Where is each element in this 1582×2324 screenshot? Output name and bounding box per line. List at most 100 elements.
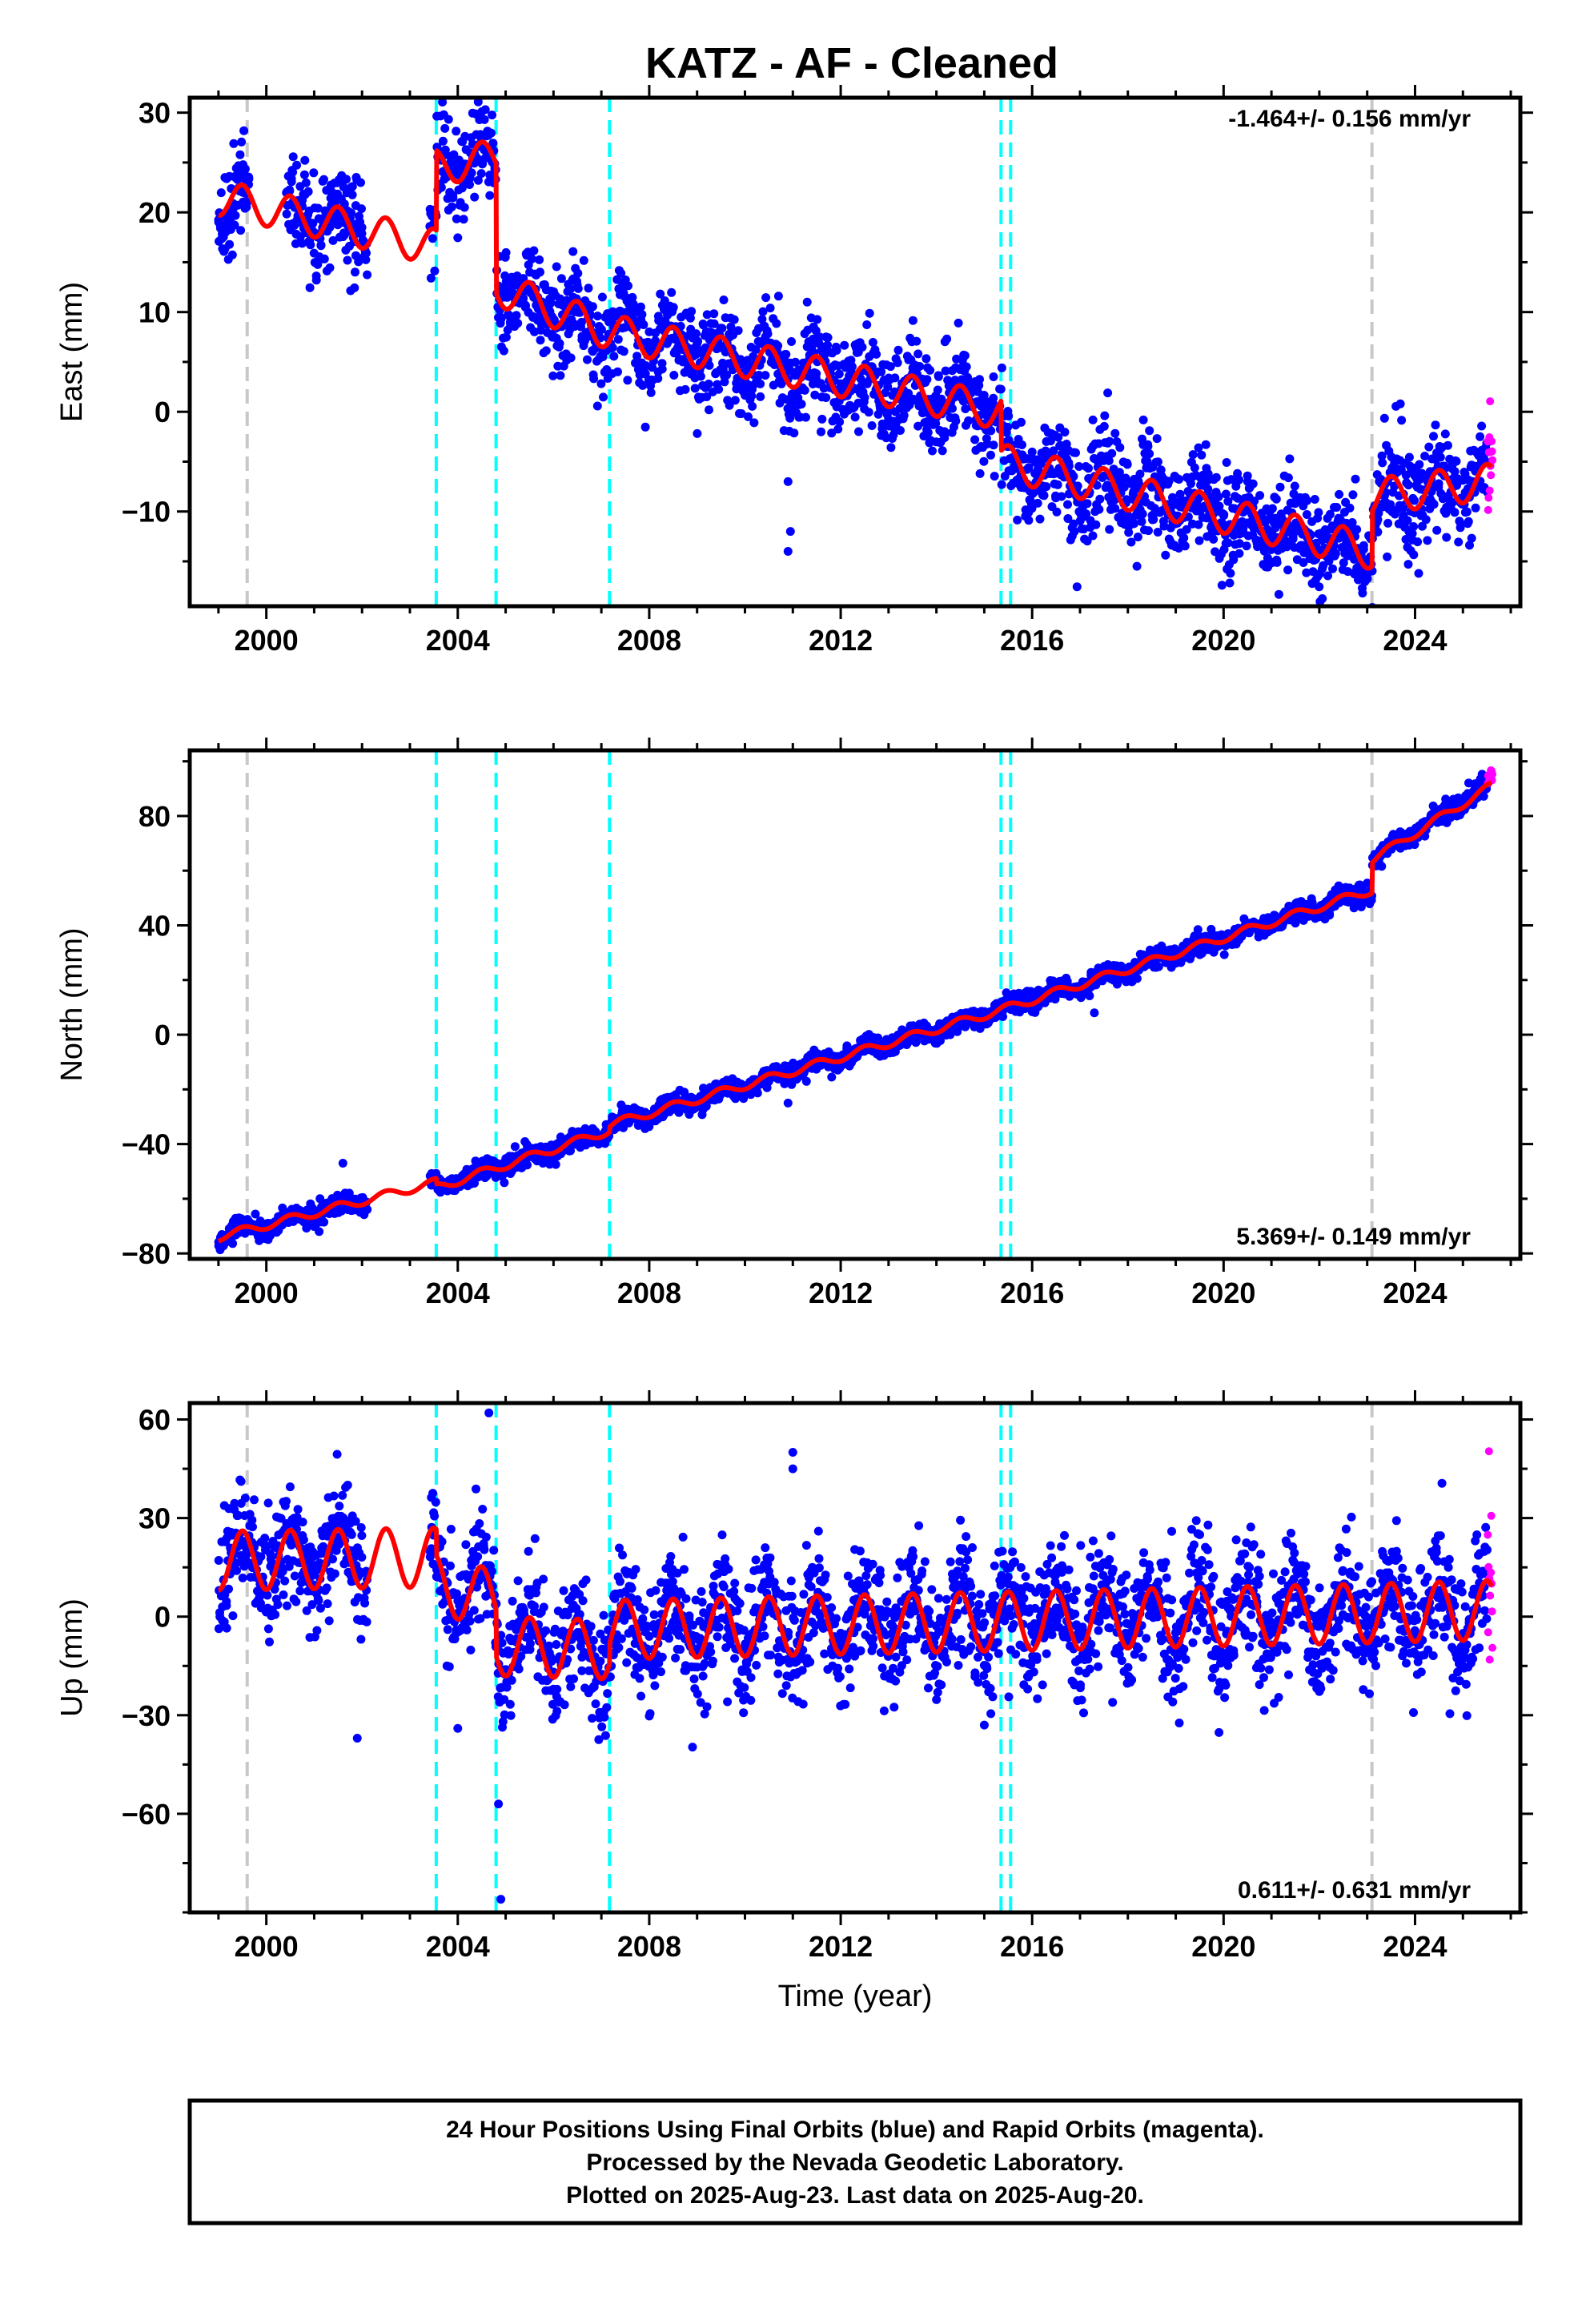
final-point xyxy=(521,300,530,310)
final-point xyxy=(702,310,712,320)
final-point xyxy=(1091,520,1101,529)
rapid-point xyxy=(1484,493,1493,502)
final-point xyxy=(693,336,703,346)
final-point xyxy=(347,190,357,199)
final-point xyxy=(1432,525,1442,535)
final-point xyxy=(467,168,476,178)
final-point xyxy=(1153,457,1162,467)
final-point xyxy=(301,178,311,187)
final-point xyxy=(230,220,239,230)
final-point xyxy=(536,325,545,335)
final-point xyxy=(681,384,690,394)
final-point xyxy=(1435,452,1445,462)
final-point xyxy=(541,346,551,356)
final-point xyxy=(756,392,765,401)
final-point xyxy=(1122,460,1132,469)
final-point xyxy=(527,254,536,263)
final-point xyxy=(694,345,704,355)
final-point xyxy=(362,248,371,258)
final-point xyxy=(781,350,791,359)
final-point xyxy=(555,339,564,348)
final-point xyxy=(1088,531,1098,541)
final-point xyxy=(1071,448,1080,457)
final-point xyxy=(921,354,931,364)
final-point xyxy=(1052,507,1062,517)
final-point xyxy=(1107,448,1117,458)
final-point xyxy=(308,219,318,228)
final-point xyxy=(1471,503,1480,513)
final-point xyxy=(1214,492,1223,501)
final-point xyxy=(1467,533,1476,543)
final-point xyxy=(597,292,607,302)
final-point xyxy=(934,372,943,381)
final-point xyxy=(979,391,989,400)
final-point xyxy=(989,372,998,381)
final-point xyxy=(933,385,942,395)
final-point xyxy=(832,345,841,355)
final-point xyxy=(726,322,736,332)
final-point xyxy=(948,404,957,413)
x-tick-label: 2020 xyxy=(1191,624,1255,657)
panel-east: 2000 2004 2008 2012 2016 2020 2024−100102030Ea… xyxy=(55,85,1533,657)
y-axis-label: East (mm) xyxy=(55,282,89,422)
final-point xyxy=(573,283,583,293)
final-point xyxy=(1027,504,1037,513)
final-point xyxy=(667,287,677,297)
final-point xyxy=(1462,507,1472,517)
final-point xyxy=(453,233,463,243)
final-point xyxy=(1203,485,1213,494)
final-point xyxy=(1235,475,1244,485)
rapid-point xyxy=(1488,437,1496,446)
final-point xyxy=(536,267,544,277)
final-point xyxy=(583,355,592,364)
final-point xyxy=(343,255,352,265)
final-point xyxy=(690,384,700,393)
final-point xyxy=(791,357,800,367)
final-point xyxy=(1222,458,1231,467)
outlier-point-1 xyxy=(783,476,793,486)
final-point xyxy=(1274,589,1283,599)
final-point xyxy=(915,362,925,371)
final-point xyxy=(309,168,319,178)
final-point xyxy=(609,352,619,361)
final-point xyxy=(552,262,561,271)
final-point xyxy=(1179,533,1189,543)
y-tick-label: 20 xyxy=(139,196,171,229)
final-point xyxy=(637,310,647,320)
final-point xyxy=(696,372,705,381)
outlier-point-4 xyxy=(802,297,812,307)
final-point xyxy=(789,428,799,438)
final-point xyxy=(313,203,323,213)
final-point xyxy=(476,169,486,179)
final-point xyxy=(1288,534,1298,544)
final-point xyxy=(1454,537,1464,547)
final-point xyxy=(908,316,917,325)
y-tick-label: −10 xyxy=(122,496,171,529)
final-point xyxy=(961,404,970,413)
final-point xyxy=(714,384,724,394)
final-point xyxy=(1027,447,1037,456)
rapid-point xyxy=(1486,397,1495,406)
final-point xyxy=(913,421,923,431)
final-point xyxy=(1132,974,1142,983)
final-point xyxy=(638,380,648,390)
final-point xyxy=(1004,412,1014,420)
final-point xyxy=(1414,569,1423,578)
final-point xyxy=(997,480,1006,489)
final-point xyxy=(990,472,999,481)
final-point xyxy=(913,349,923,359)
final-point xyxy=(840,340,849,350)
final-point xyxy=(904,388,913,398)
final-point xyxy=(702,392,712,401)
final-point xyxy=(1064,461,1074,471)
final-point xyxy=(1226,569,1235,578)
final-point xyxy=(579,255,588,265)
final-point xyxy=(319,1217,329,1227)
final-point xyxy=(500,1178,509,1188)
final-point xyxy=(1197,450,1207,460)
final-point xyxy=(470,192,480,202)
final-point xyxy=(237,137,247,147)
final-point xyxy=(473,175,483,185)
final-point xyxy=(1054,432,1063,442)
final-point xyxy=(699,320,708,330)
